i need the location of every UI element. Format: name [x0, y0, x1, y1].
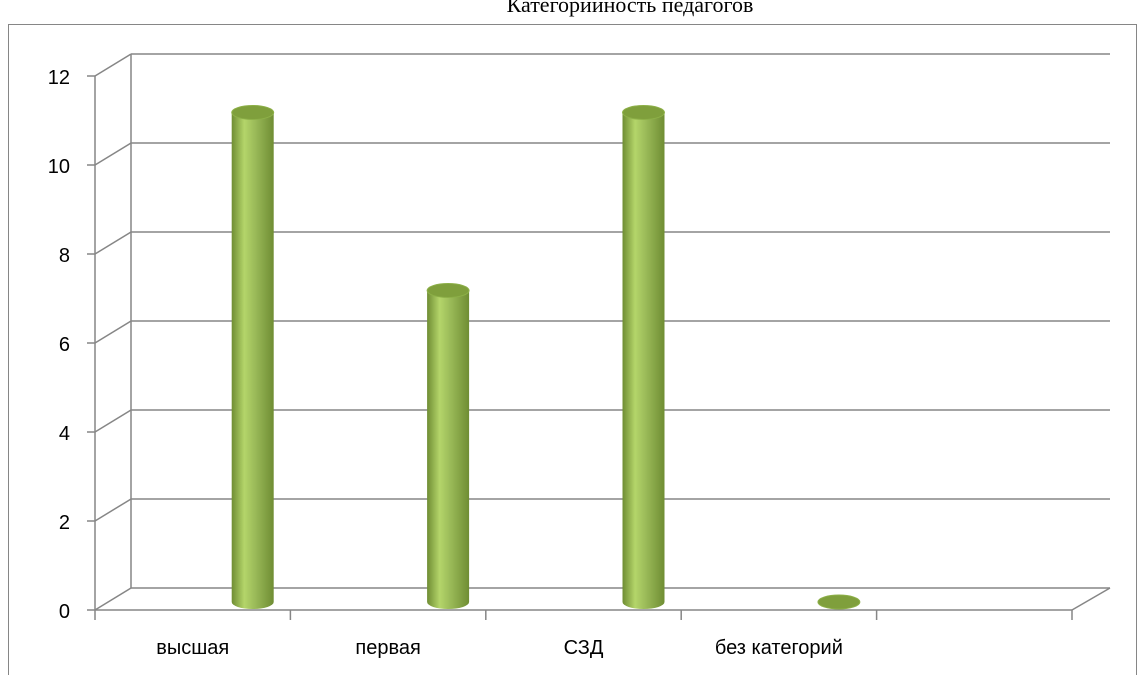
bar-top	[817, 594, 861, 610]
chart-title: Категорийность педагогов	[506, 0, 754, 17]
floor-right-edge	[1071, 587, 1111, 611]
bar-top	[426, 283, 470, 298]
y-tick-label: 4	[59, 423, 70, 445]
x-category-label: первая	[355, 637, 420, 659]
gridline-side	[94, 231, 132, 255]
gridline-side	[94, 142, 132, 166]
y-tick-label: 0	[59, 601, 70, 623]
bar-body	[231, 112, 274, 609]
bar-top	[622, 105, 665, 120]
bar	[426, 283, 470, 610]
bar-body	[427, 290, 470, 610]
gridline-side	[94, 587, 132, 611]
x-category-label: СЗД	[564, 637, 604, 659]
gridline-side	[94, 409, 132, 433]
gridline-side	[94, 498, 132, 522]
bar	[622, 105, 665, 610]
chart-border	[8, 24, 1137, 675]
y-tick-label: 12	[48, 67, 70, 89]
bar	[817, 594, 861, 610]
bar-top	[231, 105, 275, 120]
x-category-label: без категорий	[715, 637, 843, 659]
bar-body	[622, 112, 665, 610]
gridline-side	[94, 53, 132, 77]
bar	[231, 105, 275, 609]
y-tick-label: 8	[59, 245, 70, 267]
y-tick-label: 2	[59, 512, 70, 534]
y-tick-label: 6	[59, 334, 70, 356]
gridline-side	[94, 320, 132, 344]
x-category-label: высшая	[156, 637, 229, 659]
y-tick-label: 10	[48, 156, 70, 178]
